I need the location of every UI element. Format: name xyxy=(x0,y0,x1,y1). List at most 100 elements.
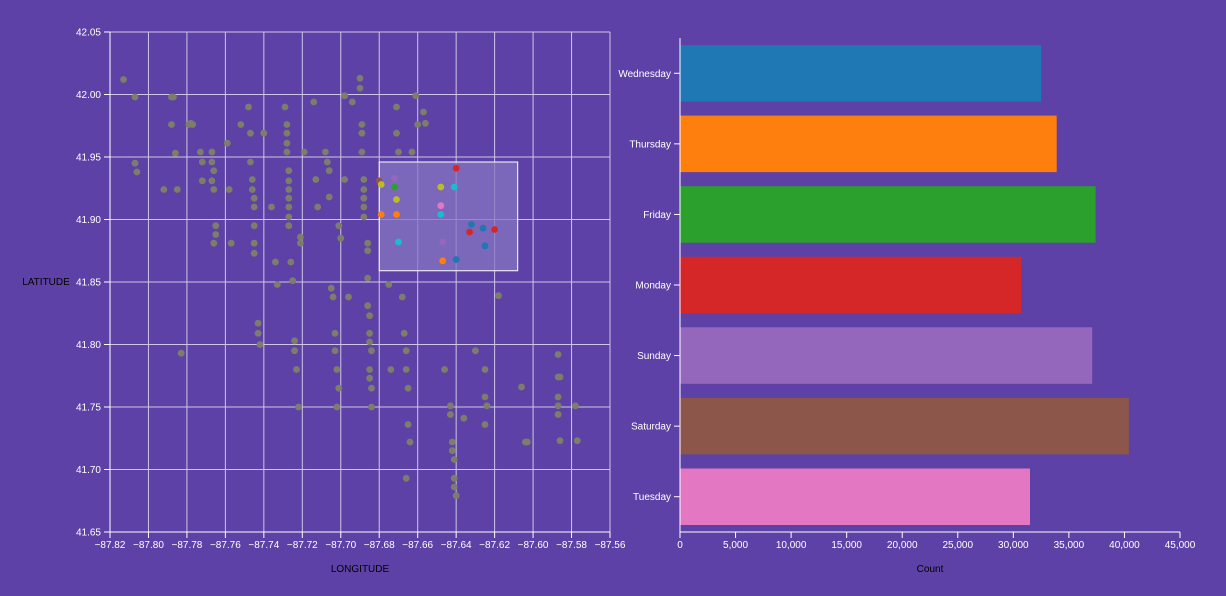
y-tick-label: 41.75 xyxy=(76,403,101,414)
selected-point xyxy=(439,238,447,246)
scatter-point xyxy=(133,168,141,176)
scatter-point xyxy=(408,148,416,156)
scatter-point xyxy=(556,437,564,445)
scatter-point xyxy=(387,366,395,373)
scatter-point xyxy=(310,98,318,106)
scatter-point xyxy=(573,437,581,445)
bar-thursday xyxy=(680,115,1057,173)
scatter-point xyxy=(360,194,368,202)
bar-chart: Wednesday Thursday Friday Monday Sunday Satur… xyxy=(618,38,1196,575)
scatter-point xyxy=(333,366,341,373)
scatter-point xyxy=(297,239,304,247)
x-tick-label: −87.64 xyxy=(441,540,472,551)
scatter-point xyxy=(254,329,262,337)
scatter-point xyxy=(420,108,427,116)
scatter-point xyxy=(393,129,400,137)
scatter-point xyxy=(366,374,373,382)
selected-point xyxy=(391,174,398,182)
scatter-point xyxy=(212,222,220,230)
scatter-brush-layer[interactable] xyxy=(378,161,519,272)
scatter-point xyxy=(335,222,343,230)
scatter-point xyxy=(285,203,293,211)
scatter-point xyxy=(250,239,258,247)
selected-point xyxy=(437,211,445,218)
y-tick-label: 41.70 xyxy=(76,465,101,476)
scatter-point xyxy=(189,121,197,128)
selected-point xyxy=(395,238,402,246)
scatter-point xyxy=(225,186,233,193)
scatter-y-axis: 41.65 41.70 41.75 41.80 41.85 41.90 41.95 42.00… xyxy=(76,28,111,539)
bar-chart-bars xyxy=(680,45,1129,525)
scatter-point xyxy=(260,129,268,137)
scatter-point xyxy=(360,203,368,211)
scatter-point xyxy=(452,492,460,500)
scatter-point xyxy=(554,351,562,358)
selected-point xyxy=(479,224,487,232)
scatter-point xyxy=(131,93,139,101)
scatter-point xyxy=(248,186,256,193)
scatter-point xyxy=(283,121,291,128)
scatter-point xyxy=(250,249,258,257)
scatter-point xyxy=(198,177,206,185)
selected-point xyxy=(439,257,447,265)
scatter-point xyxy=(325,193,333,201)
scatter-point xyxy=(554,373,562,381)
scatter-point xyxy=(248,176,256,183)
scatter-point xyxy=(254,319,262,327)
scatter-y-axis-label: LATITUDE xyxy=(22,277,70,288)
scatter-point xyxy=(337,234,345,242)
x-tick-label: −87.76 xyxy=(210,540,241,551)
scatter-point xyxy=(554,393,562,401)
scatter-points xyxy=(120,74,581,500)
scatter-point xyxy=(360,176,368,183)
scatter-point xyxy=(293,366,300,373)
x-tick-label: −87.66 xyxy=(402,540,433,551)
bar-sunday xyxy=(680,327,1093,384)
scatter-point xyxy=(358,148,366,156)
y-tick-label: 41.85 xyxy=(76,278,101,289)
scatter-point xyxy=(250,194,258,202)
count-tick-label: 35,000 xyxy=(1054,540,1085,551)
scatter-point xyxy=(300,148,308,156)
bar-chart-x-axis-label: Count xyxy=(917,564,944,575)
scatter-point xyxy=(197,148,204,156)
scatter-point xyxy=(364,239,372,247)
count-tick-label: 40,000 xyxy=(1109,540,1140,551)
scatter-point xyxy=(120,76,127,83)
scatter-point xyxy=(448,438,456,446)
scatter-point xyxy=(481,393,489,401)
scatter-point xyxy=(212,231,220,238)
category-label: Saturday xyxy=(631,422,671,433)
count-tick-label: 5,000 xyxy=(723,540,748,551)
scatter-point xyxy=(285,213,293,221)
count-tick-label: 30,000 xyxy=(998,540,1029,551)
selected-point xyxy=(437,202,445,210)
x-tick-label: −87.58 xyxy=(556,540,587,551)
scatter-point xyxy=(223,139,231,147)
scatter-point xyxy=(450,483,458,491)
scatter-x-axis: −87.82 −87.80 −87.78 −87.76 −87.74 −87.72 −87.… xyxy=(95,531,626,551)
scatter-point xyxy=(173,186,181,193)
scatter-point xyxy=(447,411,454,418)
scatter-point xyxy=(285,167,293,175)
scatter-point xyxy=(368,384,375,392)
scatter-point xyxy=(283,148,291,156)
scatter-point xyxy=(554,402,562,410)
category-label: Thursday xyxy=(629,139,671,150)
scatter-point xyxy=(356,74,364,82)
scatter-point xyxy=(360,186,368,193)
scatter-point xyxy=(368,403,375,411)
scatter-point xyxy=(198,158,206,166)
bar-chart-y-axis: Wednesday Thursday Friday Monday Sunday Satur… xyxy=(618,38,681,532)
scatter-point xyxy=(448,447,456,455)
scatter-point xyxy=(341,92,348,100)
scatter-x-axis-label: LONGITUDE xyxy=(331,564,390,575)
brush-selection[interactable] xyxy=(378,161,519,272)
scatter-point xyxy=(450,474,458,482)
bar-chart-x-axis: 0 5,000 10,000 15,000 20,000 25,000 30,000 35,0… xyxy=(677,531,1196,551)
x-tick-label: −87.56 xyxy=(595,540,626,551)
scatter-plot[interactable]: −87.82 −87.80 −87.78 −87.76 −87.74 −87.72 −87.… xyxy=(22,28,626,576)
scatter-selected-points xyxy=(375,164,498,265)
scatter-point xyxy=(472,347,479,355)
scatter-point xyxy=(283,129,291,137)
